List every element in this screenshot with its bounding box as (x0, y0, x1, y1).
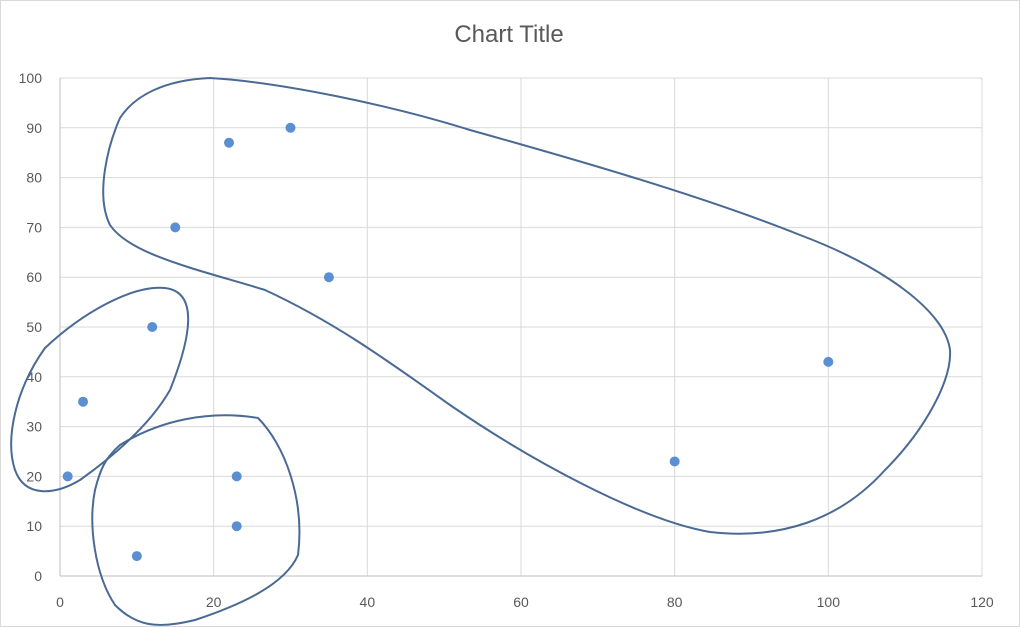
data-point (78, 396, 89, 407)
y-tick-label: 30 (26, 419, 42, 435)
cluster-outline-left (10, 286, 190, 493)
data-points (62, 122, 834, 562)
cluster-outlines (10, 76, 952, 626)
y-tick-label: 60 (26, 269, 42, 285)
x-tick-label: 100 (817, 594, 841, 610)
y-tick-label: 90 (26, 120, 42, 136)
x-tick-label: 40 (360, 594, 376, 610)
y-tick-label: 80 (26, 170, 42, 186)
y-tick-label: 50 (26, 319, 42, 335)
data-point (231, 471, 242, 482)
data-point (669, 456, 680, 467)
x-tick-label: 80 (667, 594, 683, 610)
y-tick-label: 10 (26, 518, 42, 534)
x-tick-label: 20 (206, 594, 222, 610)
data-point (224, 137, 235, 148)
y-tick-label: 70 (26, 219, 42, 235)
data-point (231, 521, 242, 532)
axes (59, 78, 982, 577)
data-point (147, 322, 158, 332)
x-tick-label: 60 (513, 594, 529, 610)
gridlines (60, 77, 983, 576)
cluster-outline-bottom (91, 414, 301, 626)
x-tick-label: 0 (56, 594, 64, 610)
y-tick-label: 20 (26, 468, 42, 484)
x-tick-labels: 0 20 40 60 80 100 120 (56, 594, 994, 610)
x-tick-label: 120 (970, 594, 994, 610)
chart-title: Chart Title (454, 21, 563, 48)
y-tick-label: 100 (19, 70, 43, 86)
data-point (170, 222, 181, 233)
data-point (323, 272, 334, 283)
data-point (823, 356, 834, 367)
data-point (285, 122, 296, 133)
data-point (131, 551, 142, 562)
y-tick-label: 0 (34, 568, 42, 584)
data-point (62, 471, 73, 482)
cluster-outline-large (102, 76, 952, 535)
